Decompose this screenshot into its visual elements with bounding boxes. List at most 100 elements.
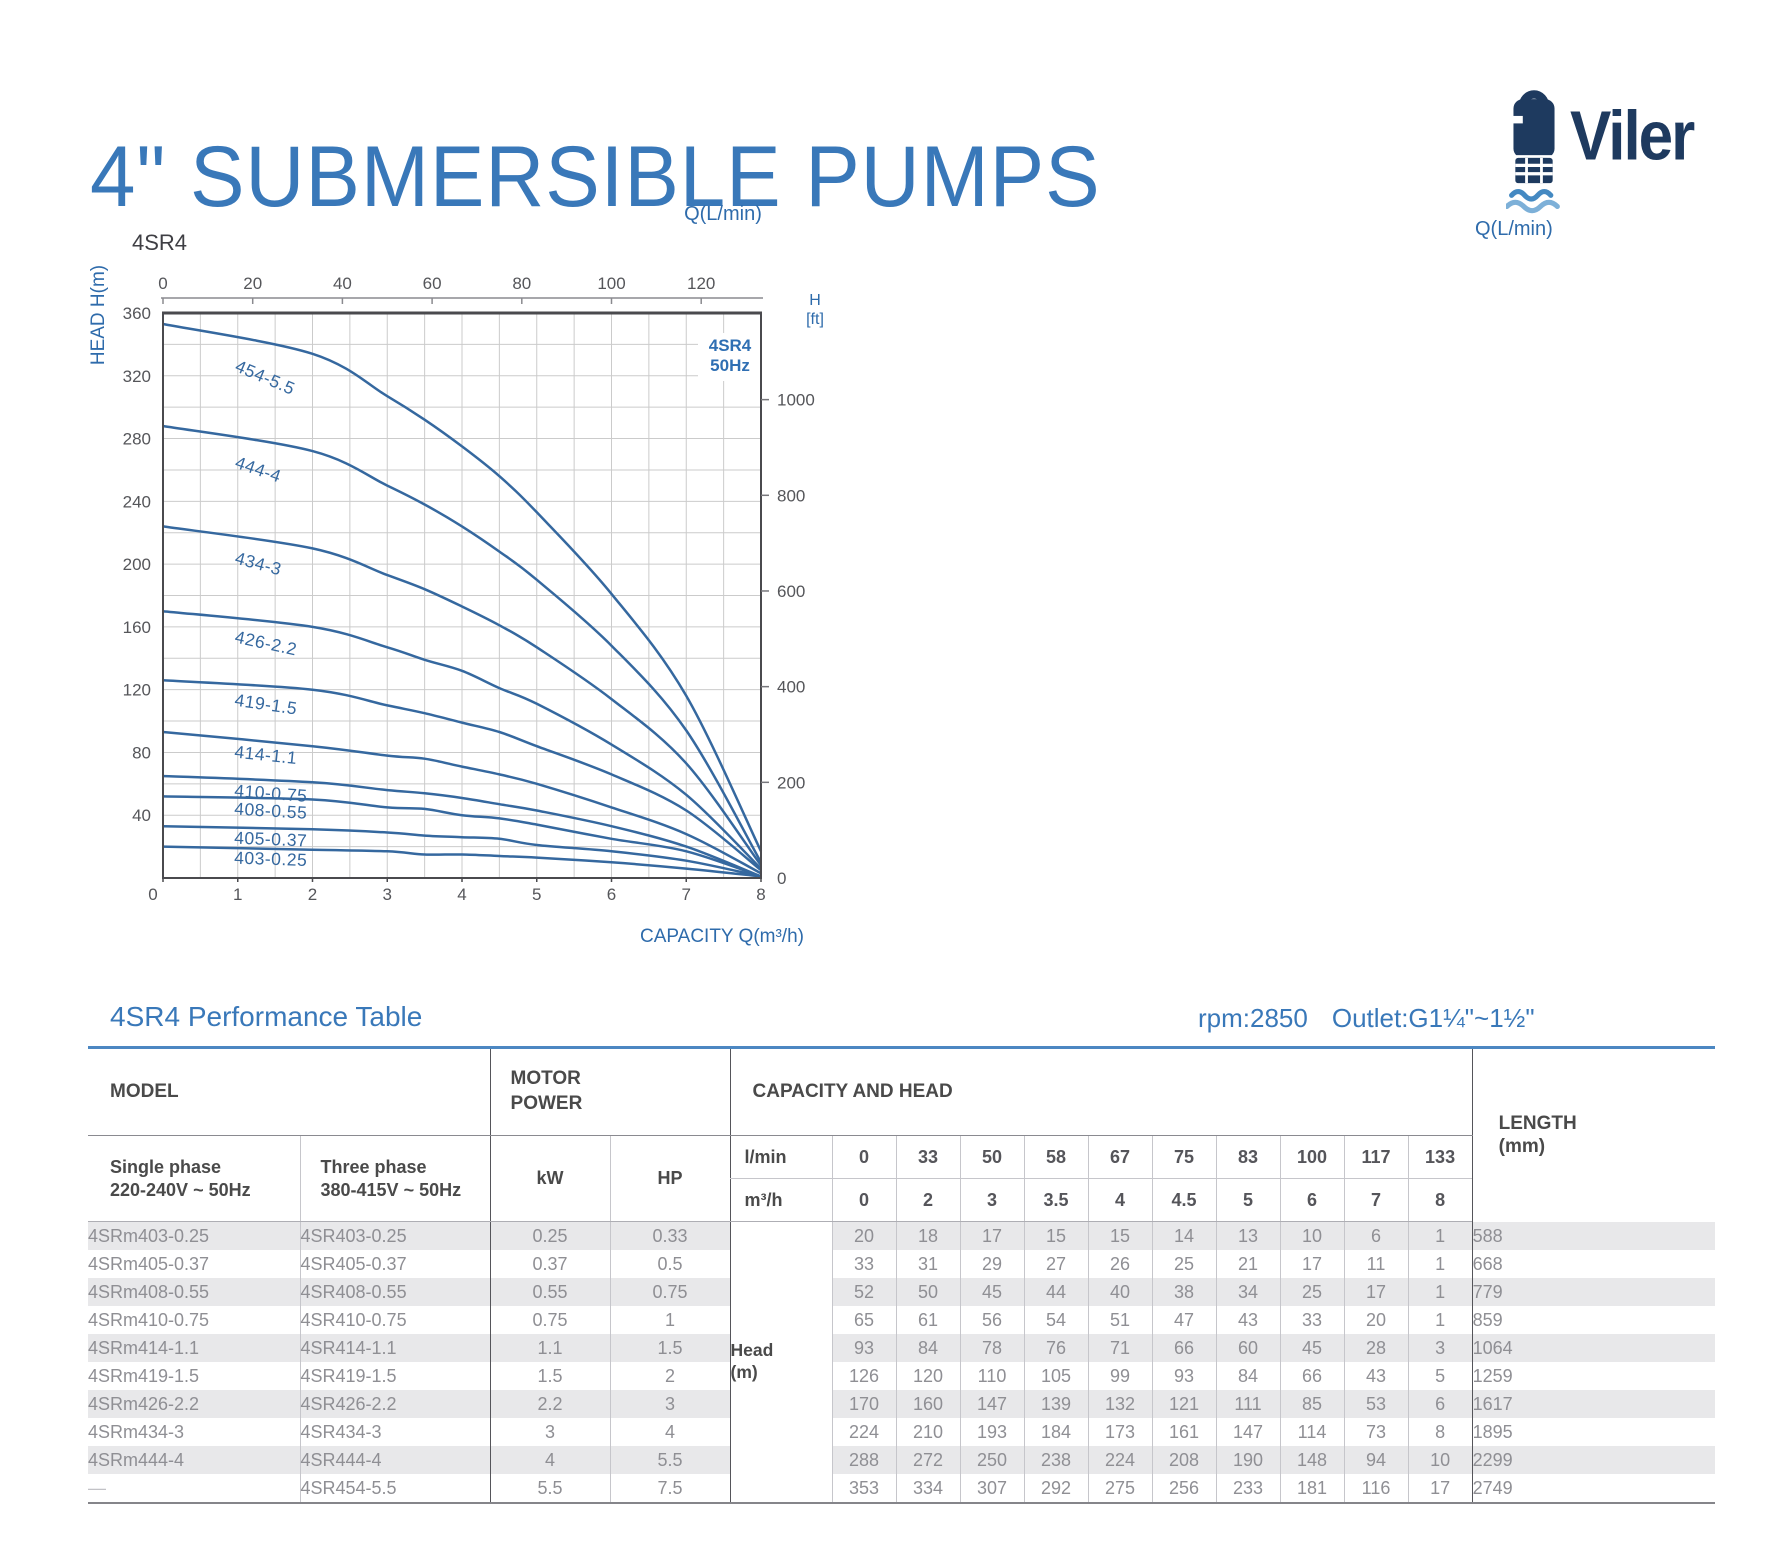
head-value-cell: 17 (959, 1221, 1025, 1250)
col-header-length: LENGTH (mm) (1471, 1049, 1716, 1222)
table-row: 4SRm405-0.37 4SR405-0.37 0.37 0.5 33 31 29 27 26… (88, 1250, 1716, 1278)
svg-text:1000: 1000 (777, 391, 815, 410)
head-value-cell: 71 (1087, 1334, 1153, 1362)
head-value-cell: 147 (959, 1390, 1025, 1418)
motor-power-kw-cell: 0.25 (489, 1221, 611, 1250)
lmin-value-header: 117 (1343, 1135, 1409, 1179)
table-body: 4SRm403-0.25 4SR403-0.25 0.25 0.33 Head (m) 20… (88, 1221, 1716, 1504)
svg-text:320: 320 (123, 367, 151, 386)
lmin-value-header: 83 (1215, 1135, 1281, 1179)
svg-text:60: 60 (423, 274, 442, 293)
head-value-cell: 233 (1215, 1474, 1281, 1504)
head-value-cell: 210 (895, 1418, 961, 1446)
head-value-cell: 1 (1407, 1306, 1473, 1334)
svg-text:454-5.5: 454-5.5 (232, 356, 298, 399)
model-three-phase-cell: 4SR419-1.5 (299, 1362, 491, 1390)
motor-power-kw-cell: 0.75 (489, 1306, 611, 1334)
motor-power-kw-cell: 3 (489, 1418, 611, 1446)
model-single-phase-cell: 4SRm419-1.5 (88, 1365, 200, 1386)
head-value-cell: 84 (1215, 1362, 1281, 1390)
length-cell: 1617 (1471, 1390, 1716, 1418)
model-single-phase-cell: 4SRm403-0.25 (88, 1225, 210, 1246)
head-value-cell: 288 (831, 1446, 897, 1474)
svg-text:H: H (809, 292, 821, 309)
svg-text:40: 40 (132, 806, 151, 825)
head-value-cell: 27 (1023, 1250, 1089, 1278)
motor-power-hp-cell: 1 (609, 1306, 731, 1334)
lmin-value-header: 67 (1087, 1135, 1153, 1179)
performance-table-section: MODEL MOTOR POWER CAPACITY AND HEAD LENG… (88, 1049, 1716, 1504)
head-value-cell: 238 (1023, 1446, 1089, 1474)
head-value-cell: 33 (1279, 1306, 1345, 1334)
row-header-m3h: m³/h (729, 1178, 833, 1222)
head-value-cell: 78 (959, 1334, 1025, 1362)
model-three-phase-cell: 4SR410-0.75 (299, 1306, 491, 1334)
motor-power-kw-cell: 5.5 (489, 1474, 611, 1504)
head-value-cell: 11 (1343, 1250, 1409, 1278)
col-header-three-phase: Three phase 380-415V ~ 50Hz (299, 1135, 491, 1222)
head-value-cell: 116 (1343, 1474, 1409, 1504)
svg-text:414-1.1: 414-1.1 (234, 742, 299, 768)
head-value-cell: 44 (1023, 1278, 1089, 1306)
model-single-phase-cell: 4SRm410-0.75 (88, 1309, 210, 1330)
head-value-cell: 84 (895, 1334, 961, 1362)
head-value-cell: 73 (1343, 1418, 1409, 1446)
head-value-cell: 148 (1279, 1446, 1345, 1474)
m3h-value-header: 8 (1407, 1178, 1473, 1222)
model-single-phase-cell: — (88, 1474, 300, 1504)
col-header-model: MODEL (88, 1049, 491, 1136)
head-value-cell: 85 (1279, 1390, 1345, 1418)
table-row: 4SRm408-0.55 4SR408-0.55 0.55 0.75 52 50 45 44 4… (88, 1278, 1716, 1306)
head-value-cell: 17 (1343, 1278, 1409, 1306)
table-row: —4SR454-5.5 5.5 7.5 353 334 307 292 275 256 233 18… (88, 1474, 1716, 1504)
model-three-phase-cell: 4SR414-1.1 (299, 1334, 491, 1362)
svg-text:403-0.25: 403-0.25 (234, 848, 308, 870)
svg-text:600: 600 (777, 582, 805, 601)
head-value-cell: 173 (1087, 1418, 1153, 1446)
length-cell: 779 (1471, 1278, 1716, 1306)
head-value-cell: 190 (1215, 1446, 1281, 1474)
head-value-cell: 65 (831, 1306, 897, 1334)
pump-curves-chart: 403-0.25 405-0.37 408-0.55 410-0.75 414-1.1 4… (70, 185, 860, 960)
head-value-cell: 14 (1151, 1221, 1217, 1250)
model-three-phase-cell: 4SR408-0.55 (299, 1278, 491, 1306)
motor-power-hp-cell: 4 (609, 1418, 731, 1446)
head-value-cell: 20 (831, 1221, 897, 1250)
head-value-cell: 10 (1407, 1446, 1473, 1474)
head-value-cell: 53 (1343, 1390, 1409, 1418)
model-three-phase-cell: 4SR403-0.25 (299, 1221, 491, 1250)
head-value-cell: 18 (895, 1221, 961, 1250)
motor-power-kw-cell: 0.37 (489, 1250, 611, 1278)
svg-text:240: 240 (123, 492, 151, 511)
performance-table: MODEL MOTOR POWER CAPACITY AND HEAD LENG… (88, 1049, 1716, 1504)
table-row: 4SRm403-0.25 4SR403-0.25 0.25 0.33 Head (m) 20… (88, 1221, 1716, 1504)
head-value-cell: 66 (1279, 1362, 1345, 1390)
svg-text:120: 120 (687, 274, 715, 293)
svg-text:80: 80 (512, 274, 531, 293)
lmin-value-header: 0 (831, 1135, 897, 1179)
model-three-phase-cell: 4SR405-0.37 (299, 1250, 491, 1278)
svg-text:426-2.2: 426-2.2 (233, 627, 299, 660)
col-header-single-phase: Single phase 220-240V ~ 50Hz (88, 1135, 300, 1222)
svg-text:400: 400 (777, 678, 805, 697)
svg-text:405-0.37: 405-0.37 (234, 828, 308, 851)
svg-text:1: 1 (233, 885, 242, 904)
head-value-cell: 121 (1151, 1390, 1217, 1418)
lmin-value-header: 33 (895, 1135, 961, 1179)
svg-text:200: 200 (123, 555, 151, 574)
head-value-cell: 20 (1343, 1306, 1409, 1334)
lmin-value-header: 100 (1279, 1135, 1345, 1179)
motor-power-kw-cell: 1.1 (489, 1334, 611, 1362)
head-value-cell: 250 (959, 1446, 1025, 1474)
head-value-cell: 94 (1343, 1446, 1409, 1474)
head-value-cell: 110 (959, 1362, 1025, 1390)
lmin-value-header: 50 (959, 1135, 1025, 1179)
head-value-cell: 193 (959, 1418, 1025, 1446)
model-single-phase-cell: 4SRm426-2.2 (88, 1393, 200, 1414)
head-value-cell: 353 (831, 1474, 897, 1504)
svg-text:0: 0 (777, 869, 786, 888)
head-value-cell: 76 (1023, 1334, 1089, 1362)
head-value-cell: 307 (959, 1474, 1025, 1504)
page-title: 4" SUBMERSIBLE PUMPS (90, 129, 1101, 225)
table-row: 4SRm419-1.5 4SR419-1.5 1.5 2 126 120 110 105 99 9… (88, 1362, 1716, 1390)
